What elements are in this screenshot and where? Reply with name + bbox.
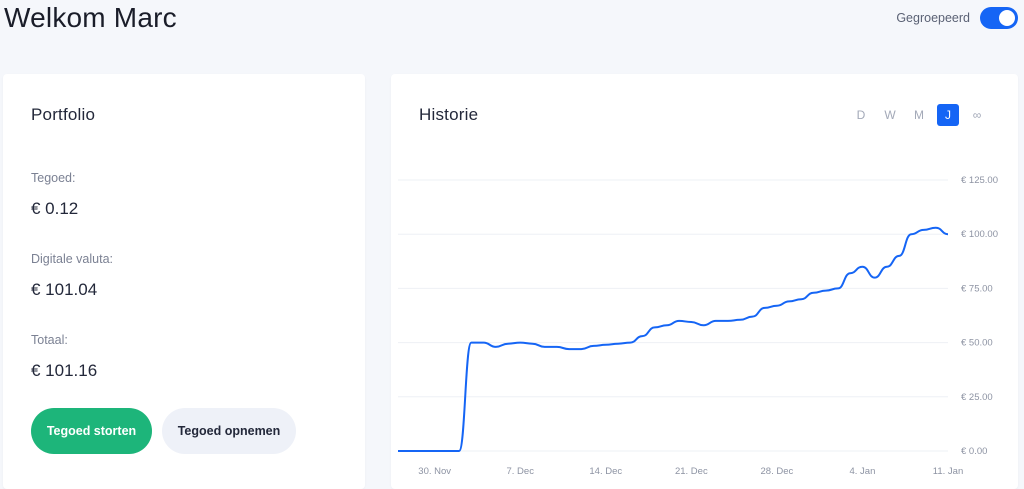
y-tick-label: € 25.00: [961, 392, 993, 403]
range-year[interactable]: J: [937, 104, 959, 126]
range-all[interactable]: ∞: [972, 108, 982, 122]
y-tick-label: € 100.00: [961, 229, 998, 240]
welcome-heading: Welkom Marc: [4, 2, 177, 33]
digital-currency-label: Digitale valuta:: [31, 252, 113, 266]
y-tick-label: € 50.00: [961, 338, 993, 349]
grouped-toggle-label: Gegroepeerd: [896, 11, 970, 25]
x-tick-label: 7. Dec: [506, 466, 534, 477]
deposit-button[interactable]: Tegoed storten: [31, 408, 152, 454]
grouped-toggle-switch[interactable]: [980, 7, 1018, 29]
portfolio-value-line: [398, 226, 949, 452]
range-day[interactable]: D: [856, 108, 866, 122]
range-selector: D W M J ∞: [850, 104, 988, 126]
portfolio-title: Portfolio: [31, 105, 96, 124]
toggle-knob: [999, 10, 1015, 26]
x-tick-label: 14. Dec: [589, 466, 622, 477]
portfolio-card: Portfolio Tegoed: € 0.12 Digitale valuta…: [3, 74, 365, 489]
y-tick-label: € 125.00: [961, 175, 998, 186]
balance-label: Tegoed:: [31, 171, 76, 185]
x-tick-label: 28. Dec: [761, 466, 794, 477]
x-tick-label: 30. Nov: [418, 466, 451, 477]
total-label: Totaal:: [31, 333, 68, 347]
x-tick-label: 11. Jan: [933, 466, 963, 477]
total-value: € 101.16: [31, 361, 98, 380]
balance-value: € 0.12: [31, 199, 79, 218]
digital-currency-value: € 101.04: [31, 280, 98, 299]
x-tick-label: 4. Jan: [849, 466, 875, 477]
history-chart: € 0.00 € 25.00 € 50.00 € 75.00 € 100.00 € 125…: [398, 175, 998, 477]
withdraw-button[interactable]: Tegoed opnemen: [162, 408, 296, 454]
grouped-toggle-group: Gegroepeerd: [896, 7, 1018, 29]
range-week[interactable]: W: [884, 108, 896, 122]
y-tick-label: € 0.00: [961, 446, 987, 457]
range-month[interactable]: M: [914, 108, 924, 122]
history-card: Historie D W M J ∞ € 0.00 € 25.00 € 50.00 €…: [391, 74, 1018, 489]
x-tick-label: 21. Dec: [675, 466, 708, 477]
y-tick-label: € 75.00: [961, 283, 993, 294]
history-title: Historie: [419, 105, 479, 124]
